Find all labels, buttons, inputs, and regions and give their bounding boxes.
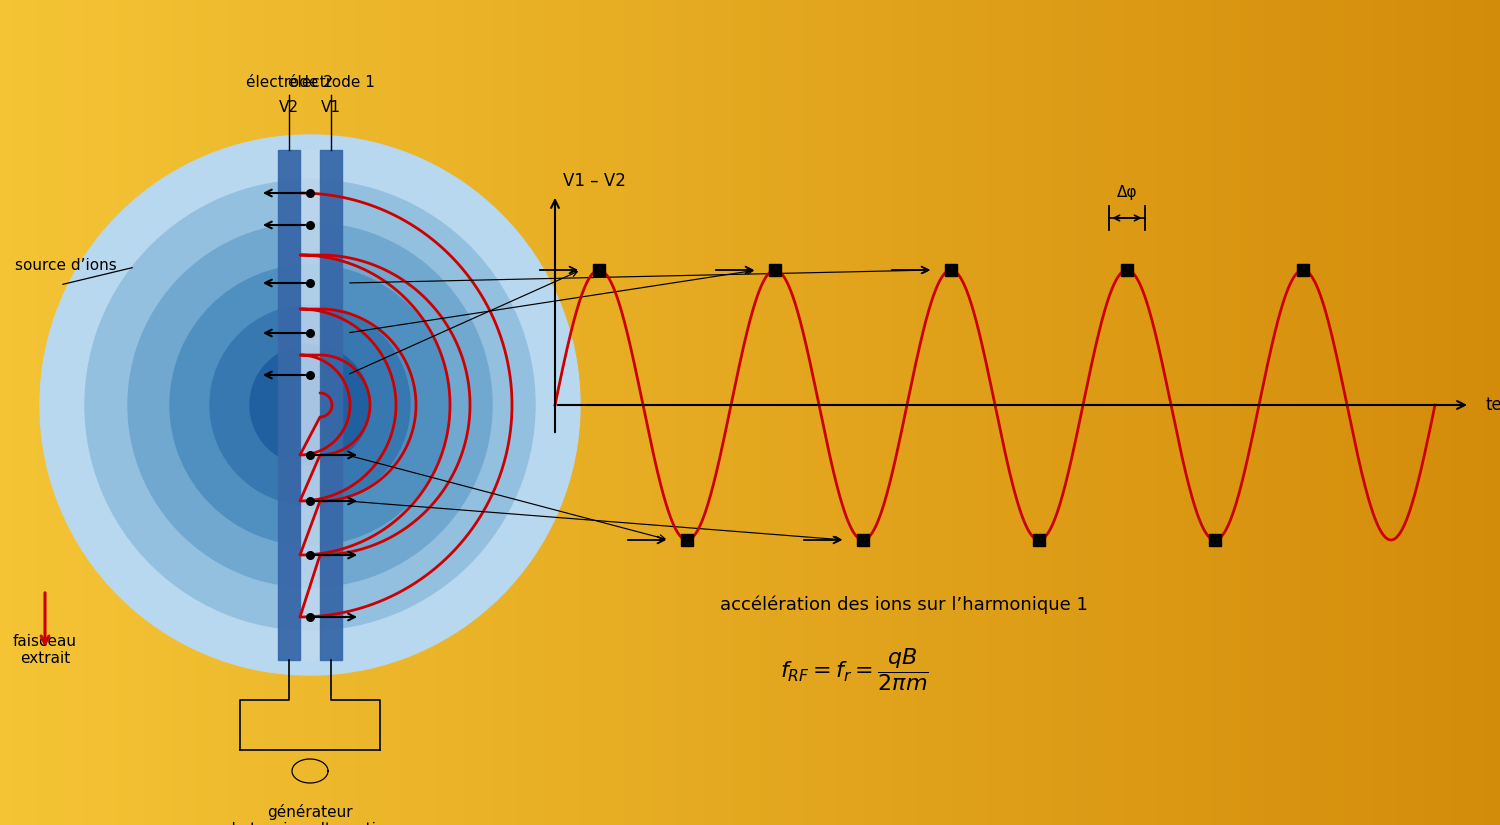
Circle shape [128, 223, 492, 587]
Text: électrode 1: électrode 1 [288, 75, 375, 90]
Circle shape [170, 265, 450, 545]
Circle shape [251, 345, 370, 465]
Text: V1 – V2: V1 – V2 [562, 172, 626, 190]
Text: temps: temps [1485, 396, 1500, 414]
Bar [300, 150, 320, 660]
Text: accélération des ions sur l’harmonique 1: accélération des ions sur l’harmonique 1 [720, 596, 1088, 615]
Text: V1: V1 [321, 100, 340, 115]
Text: générateur
de tension alternative: générateur de tension alternative [226, 804, 394, 825]
Circle shape [210, 305, 410, 505]
Text: V2: V2 [279, 100, 298, 115]
Text: $f_{RF} = f_r = \dfrac{qB}{2\pi m}$: $f_{RF} = f_r = \dfrac{qB}{2\pi m}$ [780, 647, 928, 694]
Bar [320, 150, 342, 660]
Text: faisceau
extrait: faisceau extrait [13, 634, 76, 667]
Circle shape [40, 135, 580, 675]
Circle shape [86, 180, 536, 630]
Text: Δφ: Δφ [1118, 185, 1137, 200]
Bar [278, 150, 300, 660]
Text: source d’ions: source d’ions [15, 257, 117, 272]
Text: électrode 2: électrode 2 [246, 75, 333, 90]
